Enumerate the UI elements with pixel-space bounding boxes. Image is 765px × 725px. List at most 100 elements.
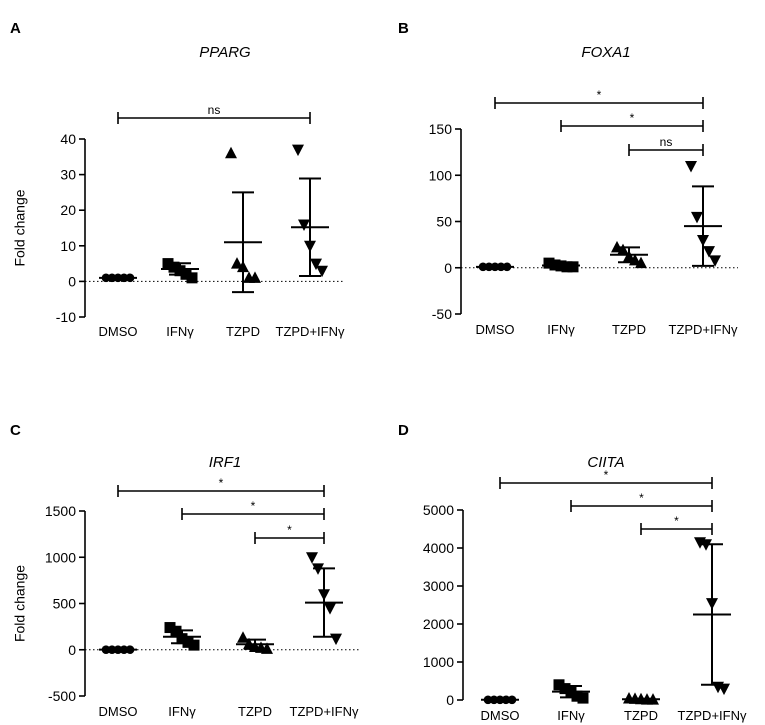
y-tick-label: 0 [68,273,76,289]
series-1 [552,679,590,704]
data-point [567,261,579,273]
data-point [324,603,336,615]
data-point [292,144,304,157]
data-point [188,639,200,651]
y-tick-label: 40 [60,131,76,147]
significance-bracket: * [254,523,325,544]
significance-label: * [597,88,602,102]
data-point [162,258,174,270]
data-point [571,690,583,702]
y-tick-label: 4000 [423,540,454,556]
data-point [298,219,310,231]
x-category-label: IFNγ [547,322,575,337]
data-point [706,598,718,610]
series-3 [291,144,329,278]
x-category-label: TZPD [238,704,272,719]
data-point [180,268,192,280]
series-0 [481,695,519,705]
y-tick-label: 500 [53,596,77,612]
panel-label: C [10,422,21,439]
data-point [703,246,715,258]
y-tick-label: 20 [60,202,76,218]
panel-a: A PPARG -10 0 10 20 30 40 Fold change DMSO IFNγ TZP… [10,20,345,339]
panel-c: C IRF1 -500 0 500 1000 1500 Fold change DMSO IFNγ… [10,422,359,719]
data-point [617,243,629,256]
data-point [237,260,249,273]
x-category-label: IFNγ [166,324,194,339]
significance-bracket: ns [117,103,311,124]
significance-bracket: ns [628,135,704,156]
data-point [691,211,703,224]
x-category-label: TZPD+IFNγ [290,704,359,719]
data-point [164,622,176,634]
y-tick-label: 1000 [423,654,454,670]
x-category-label: TZPD [226,324,260,339]
data-point [186,272,198,284]
y-tick-label: 0 [68,642,76,658]
data-point [225,146,237,159]
series-3 [684,161,722,267]
y-tick-label: 1000 [45,549,76,565]
data-point [623,250,635,262]
significance-label: * [251,499,256,513]
x-category-label: DMSO [476,322,515,337]
x-category-label: IFNγ [557,708,585,723]
y-axis-title: Fold change [11,189,27,266]
y-tick-label: 50 [436,214,452,230]
significance-bracket: * [181,499,325,520]
data-point [697,235,709,247]
x-category-label: TZPD+IFNγ [669,322,738,337]
data-point [561,261,573,273]
data-point [318,589,330,601]
significance-bracket: * [570,491,713,512]
significance-label: ns [660,135,673,149]
data-point [553,679,565,691]
significance-bracket: * [117,476,325,497]
x-category-label: TZPD+IFNγ [276,324,345,339]
data-point [709,255,721,267]
significance-label: ns [208,103,221,117]
series-2 [224,146,262,294]
series-2 [622,691,660,705]
chart-title: FOXA1 [581,44,630,61]
chart-title: PPARG [199,44,251,61]
data-point [316,265,328,278]
x-category-label: DMSO [99,324,138,339]
y-tick-label: 2000 [423,616,454,632]
significance-label: * [219,476,224,490]
data-point [176,633,188,645]
significance-label: * [287,523,292,537]
y-tick-label: -50 [432,306,452,322]
series-2 [610,240,648,269]
significance-bracket: * [640,514,713,535]
x-category-label: TZPD [624,708,658,723]
series-2 [236,631,274,654]
y-tick-label: 150 [429,121,453,137]
x-category-label: IFNγ [168,704,196,719]
chart-title: CIITA [587,454,624,471]
y-tick-label: -500 [48,688,76,704]
series-0 [476,262,514,272]
y-tick-label: 10 [60,238,76,254]
y-tick-label: 5000 [423,502,454,518]
series-0 [99,273,137,283]
y-tick-label: 0 [444,260,452,276]
significance-label: * [674,514,679,528]
data-point [635,256,647,269]
panel-label: A [10,20,21,37]
data-point [718,683,730,696]
data-point [168,261,180,273]
y-axis-title: Fold change [11,565,27,642]
data-point [231,257,243,269]
data-point [330,633,342,646]
data-point [182,636,194,648]
significance-label: * [639,491,644,505]
data-point [304,240,316,253]
y-tick-label: 30 [60,167,76,183]
data-point [310,258,322,271]
data-point [249,271,261,283]
significance-label: * [630,111,635,125]
data-point [577,692,589,704]
x-category-label: TZPD [612,322,646,337]
series-1 [542,257,580,273]
